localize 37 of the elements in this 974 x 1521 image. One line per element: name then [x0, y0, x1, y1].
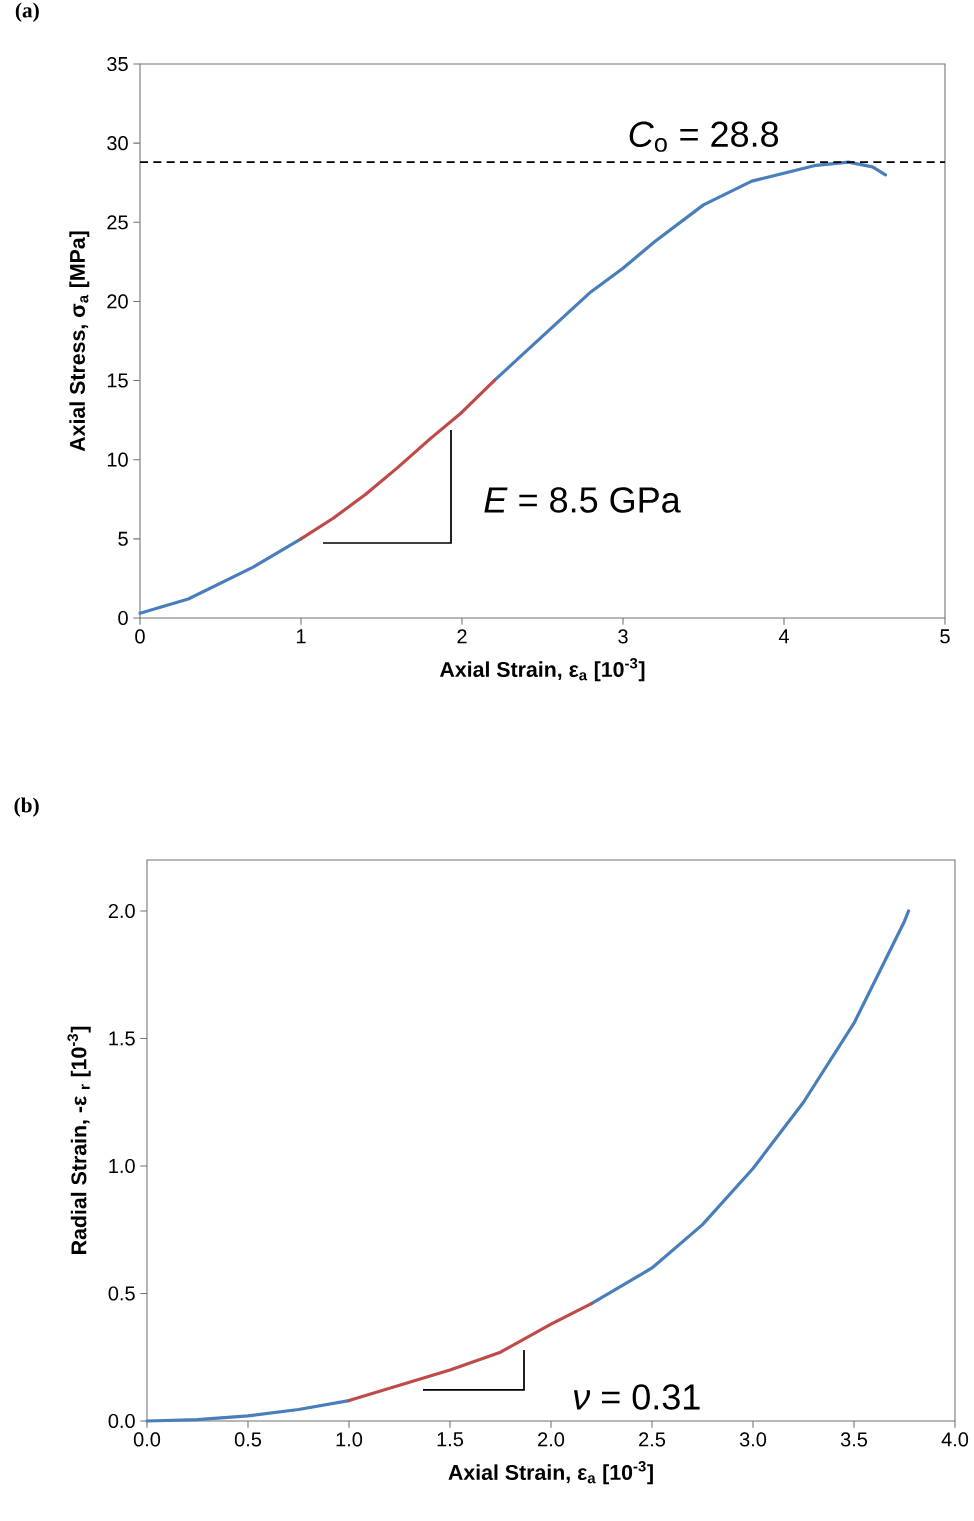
x-axis-title: Axial Strain, ε$_{a}$ [10$^{-3}$] [439, 658, 645, 682]
x-tick-label: 1 [296, 629, 306, 644]
y-tick-label: 1.0 [109, 1158, 135, 1174]
x-axis-title: Axial Strain, ε$_{a}$ [10$^{-3}$] [448, 1461, 653, 1485]
y-tick-label: 30 [107, 136, 128, 151]
y-axis-title: Axial Stress, σ$_{a}$ [MPa] [69, 231, 90, 452]
annotation: ν = 0.31 [574, 1384, 700, 1410]
y-tick-label: 20 [107, 294, 128, 309]
x-tick-label: 5 [940, 629, 950, 644]
x-tick-label: 2.5 [639, 1432, 666, 1447]
x-tick-label: 1.0 [336, 1432, 363, 1447]
x-tick-label: 3.5 [840, 1432, 868, 1447]
x-tick-label: 4 [778, 629, 789, 644]
y-tick-label: 5 [118, 531, 128, 546]
x-tick-label: 0 [135, 629, 145, 644]
annotation: E = 8.5 GPa [484, 487, 681, 513]
x-tick-label: 0.0 [133, 1432, 161, 1447]
x-tick-label: 0.5 [234, 1432, 262, 1447]
x-tick-label: 1.5 [437, 1432, 464, 1447]
chart-title: (a) [15, 2, 39, 22]
y-tick-label: 0.0 [108, 1413, 135, 1429]
x-tick-label: 2.0 [538, 1432, 565, 1447]
y-axis-title: Radial Strain, -ε $_{r}$ [10$^{-3}$] [67, 1026, 91, 1254]
chart-title: (b) [14, 797, 39, 817]
y-tick-label: 10 [107, 452, 128, 467]
y-tick-label: 25 [107, 215, 128, 230]
y-tick-label: 0 [118, 610, 128, 626]
x-tick-label: 3 [618, 629, 628, 644]
ref-line-label: C$_{o}$ = 28.8 [629, 121, 779, 152]
y-tick-label: 15 [107, 373, 128, 388]
y-tick-label: 35 [107, 56, 128, 72]
y-tick-label: 0.5 [108, 1286, 135, 1301]
x-tick-label: 2 [457, 629, 467, 644]
y-tick-label: 2.0 [108, 903, 135, 919]
x-tick-label: 4.0 [941, 1432, 969, 1447]
y-tick-label: 1.5 [109, 1031, 135, 1046]
x-tick-label: 3.0 [739, 1432, 767, 1447]
